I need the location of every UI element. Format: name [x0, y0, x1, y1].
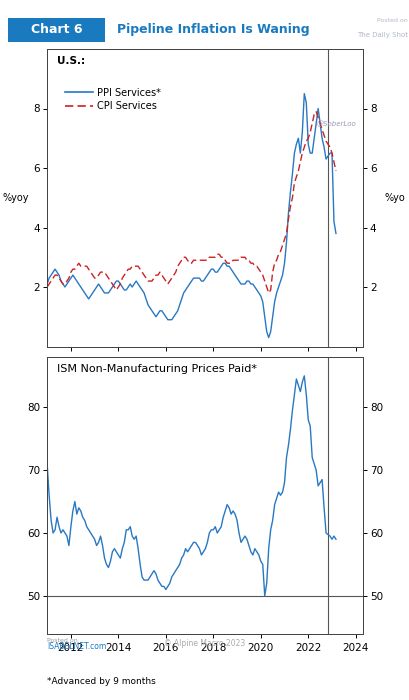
Text: Posted on: Posted on: [376, 18, 407, 23]
Text: %yoy: %yoy: [2, 193, 29, 203]
Text: *Advanced by 9 months: *Advanced by 9 months: [47, 677, 155, 686]
Text: Posted on: Posted on: [47, 638, 78, 643]
Text: Chart 6: Chart 6: [31, 23, 82, 36]
Legend: PPI Services*, CPI Services: PPI Services*, CPI Services: [61, 83, 165, 115]
Text: U.S.:: U.S.:: [56, 57, 85, 66]
Text: © Alpine Macro 2023: © Alpine Macro 2023: [164, 638, 245, 648]
Text: Pipeline Inflation Is Waning: Pipeline Inflation Is Waning: [117, 23, 309, 36]
Text: %yo: %yo: [383, 193, 404, 203]
Text: ISABELNET.com: ISABELNET.com: [47, 642, 106, 651]
Text: The Daily Shot: The Daily Shot: [356, 32, 407, 38]
FancyBboxPatch shape: [8, 18, 104, 43]
Text: ISM Non-Manufacturing Prices Paid*: ISM Non-Manufacturing Prices Paid*: [56, 364, 256, 374]
Text: @SoberLoo: @SoberLoo: [316, 120, 356, 127]
